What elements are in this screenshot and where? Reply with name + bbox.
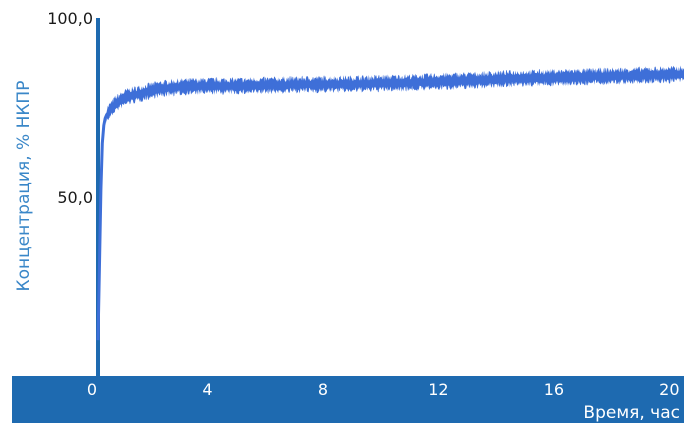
x-ticks: 0 4 8 12 16 20 — [87, 380, 680, 399]
x-axis-band — [12, 376, 684, 423]
x-tick-label: 12 — [428, 380, 448, 399]
y-tick-label: 50,0 — [57, 188, 93, 207]
y-axis-label: Концентрация, % НКПР — [14, 81, 34, 292]
series-noise-band — [106, 65, 684, 124]
x-tick-label: 4 — [202, 380, 212, 399]
x-tick-label: 0 — [87, 380, 97, 399]
series-line — [96, 72, 684, 341]
x-tick-label: 16 — [544, 380, 564, 399]
y-tick-label: 100,0 — [47, 9, 93, 28]
y-ticks: 50,0 100,0 — [47, 9, 93, 207]
x-tick-label: 20 — [659, 380, 679, 399]
x-axis-label: Время, час — [583, 403, 680, 423]
x-tick-label: 8 — [318, 380, 328, 399]
